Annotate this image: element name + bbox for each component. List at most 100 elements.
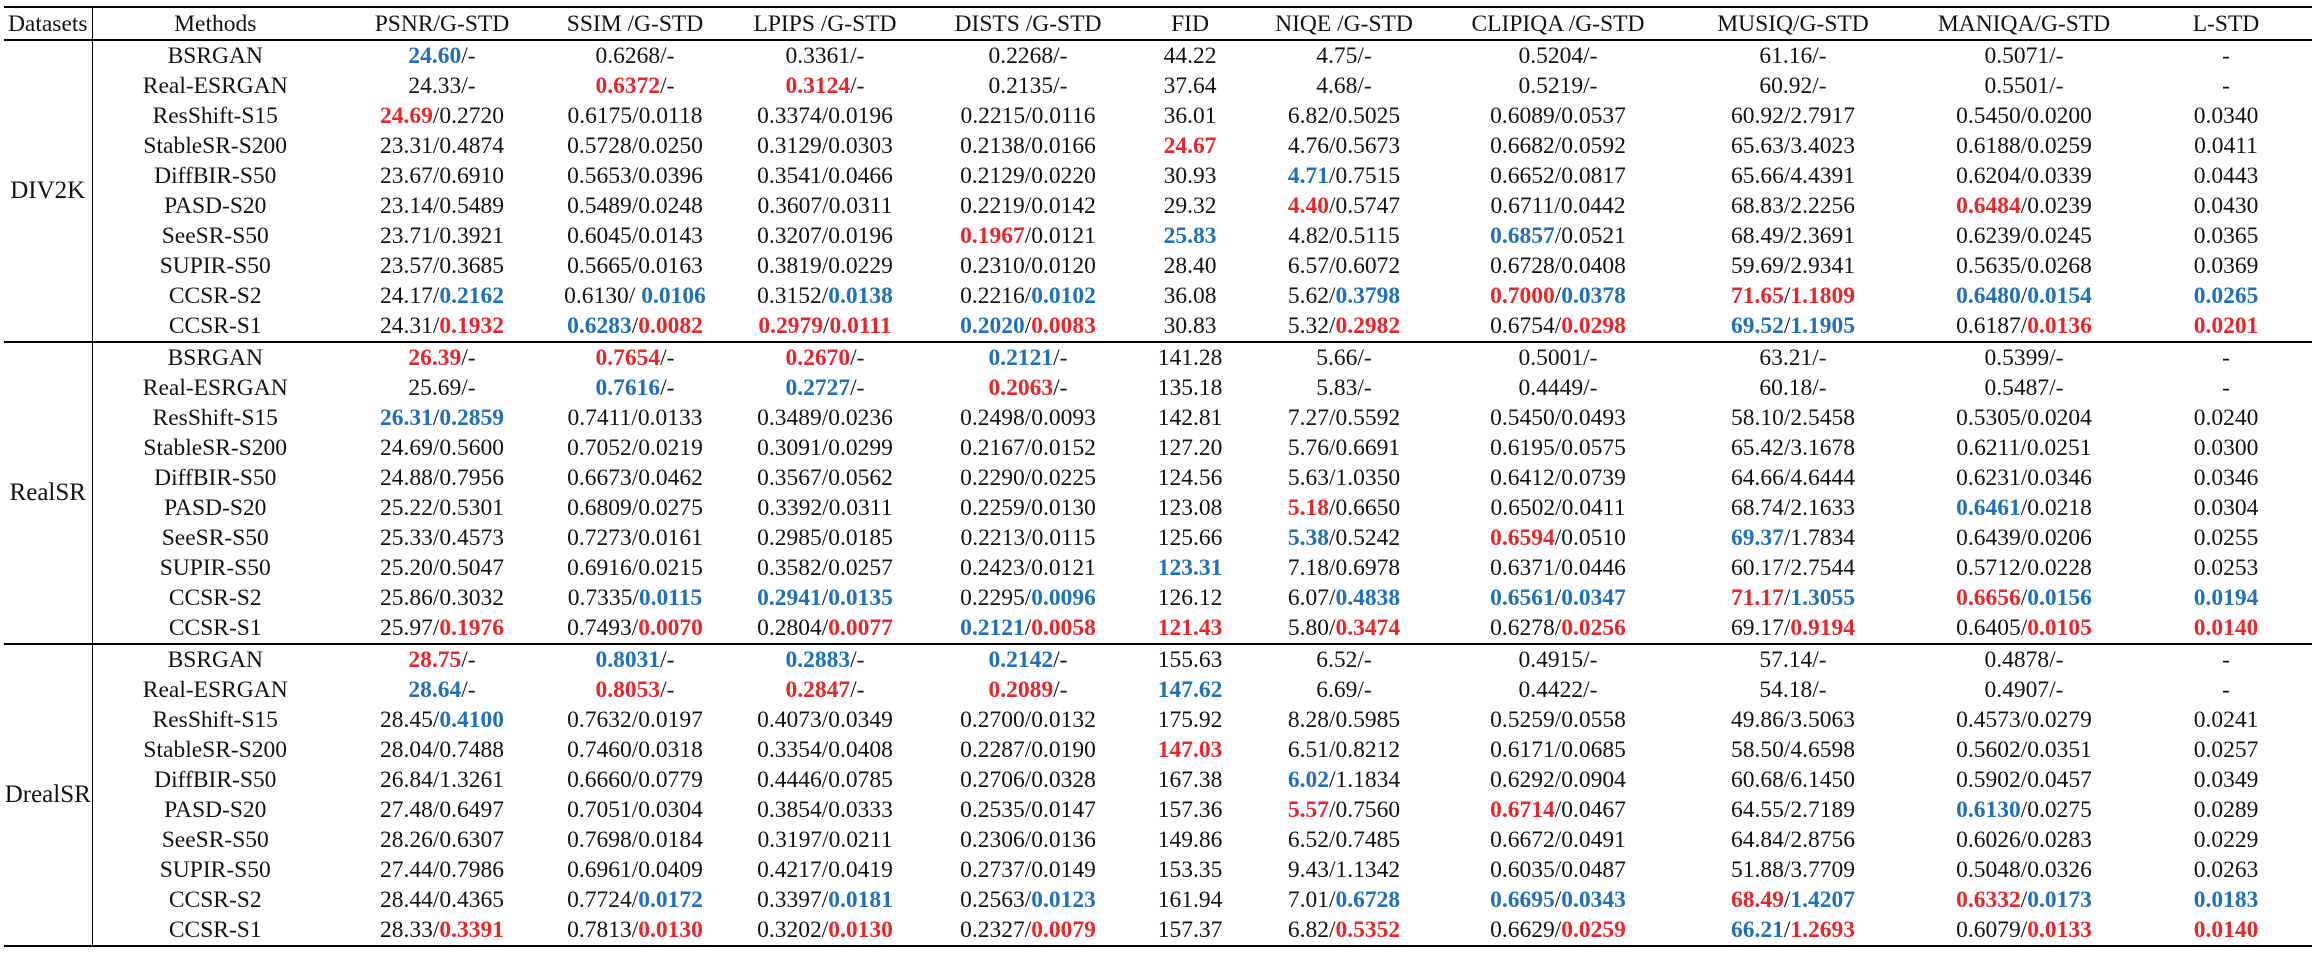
method-cell: SUPIR-S50	[159, 857, 271, 883]
value-text: 155.63	[1157, 647, 1223, 673]
musiq-cell: 68.49/1.4207	[1678, 885, 1908, 915]
best-value: 0.0070	[638, 615, 703, 641]
second-best-value: 0.0096	[1031, 585, 1096, 611]
niqe-cell: 7.18/0.6978	[1250, 553, 1438, 583]
value-text: /0.7515	[1328, 163, 1401, 189]
value-text: 65.42/3.1678	[1730, 435, 1856, 461]
table-header: Datasets Methods PSNR/G-STD SSIM /G-STD …	[4, 7, 2312, 40]
method-cell: SeeSR-S50	[161, 827, 269, 853]
dataset-label: RealSR	[4, 342, 93, 644]
niqe-cell: 4.40/0.5747	[1250, 191, 1438, 221]
fid-cell: 37.64	[1130, 71, 1250, 101]
table-row: CCSR-S2 28.44/0.4365 0.7724/0.0172 0.3397/0…	[4, 885, 2312, 915]
psnr-cell: 25.33/0.4573	[338, 523, 546, 553]
value-text: 0.6809/0.0275	[567, 495, 703, 521]
niqe-cell: 6.52/0.7485	[1250, 825, 1438, 855]
dists-cell: 0.2737/0.0149	[926, 855, 1130, 885]
best-value: 24.69	[379, 103, 433, 129]
value-text: 59.69/2.9341	[1730, 253, 1856, 279]
second-best-value: 0.0265	[2193, 283, 2259, 309]
value-text: /0.6650	[1328, 495, 1401, 521]
value-text: 0.0349	[2193, 767, 2259, 793]
second-best-value: 0.7616	[595, 375, 661, 401]
clipiqa-cell: 0.4915/-	[1438, 644, 1678, 675]
maniqa-cell: 0.6656/0.0156	[1908, 583, 2140, 613]
value-text: 5.83/-	[1316, 375, 1372, 401]
value-text: 6.82/0.5025	[1287, 103, 1401, 129]
psnr-cell: 24.69/0.2720	[338, 101, 546, 131]
dists-cell: 0.2535/0.0147	[926, 795, 1130, 825]
lpips-cell: 0.3541/0.0466	[724, 161, 926, 191]
value-text: 0.4878/-	[1984, 647, 2064, 673]
value-text: 0.6439/0.0206	[1956, 525, 2092, 551]
value-text: 6.51/0.8212	[1287, 737, 1401, 763]
value-text: 125.66	[1157, 525, 1223, 551]
value-text: 0.5487/-	[1984, 375, 2064, 401]
value-text: 0.5712/0.0228	[1956, 555, 2092, 581]
value-text: 0.7813/	[567, 917, 639, 943]
psnr-cell: 23.31/0.4874	[338, 131, 546, 161]
maniqa-cell: 0.6231/0.0346	[1908, 463, 2140, 493]
fid-cell: 30.83	[1130, 311, 1250, 342]
best-value: 0.6714	[1490, 797, 1555, 823]
table-row: SUPIR-S50 25.20/0.5047 0.6916/0.0215 0.3582…	[4, 553, 2312, 583]
lstd-cell: -	[2140, 40, 2312, 71]
best-value: 0.7654	[595, 345, 661, 371]
table-row: SeeSR-S50 23.71/0.3921 0.6045/0.0143 0.3207…	[4, 221, 2312, 251]
lpips-cell: 0.3207/0.0196	[724, 221, 926, 251]
value-text: 0.0411	[2194, 133, 2258, 159]
second-best-value: 0.0343	[1561, 887, 1626, 913]
dists-cell: 0.2135/-	[926, 71, 1130, 101]
value-text: /0.5242	[1328, 525, 1401, 551]
musiq-cell: 64.84/2.8756	[1678, 825, 1908, 855]
maniqa-cell: 0.6026/0.0283	[1908, 825, 2140, 855]
dists-cell: 0.2423/0.0121	[926, 553, 1130, 583]
value-text: 23.14/0.5489	[379, 193, 505, 219]
fid-cell: 157.36	[1130, 795, 1250, 825]
value-text: 0.5501/-	[1984, 73, 2064, 99]
lstd-cell: 0.0194	[2140, 583, 2312, 613]
value-text: 0.4907/-	[1984, 677, 2064, 703]
dists-cell: 0.2310/0.0120	[926, 251, 1130, 281]
niqe-cell: 9.43/1.1342	[1250, 855, 1438, 885]
value-text: 0.5489/0.0248	[567, 193, 703, 219]
value-text: /0.0275	[2020, 797, 2092, 823]
maniqa-cell: 0.5450/0.0200	[1908, 101, 2140, 131]
value-text: 142.81	[1157, 405, 1223, 431]
niqe-cell: 5.62/0.3798	[1250, 281, 1438, 311]
best-value: 0.0082	[638, 313, 703, 339]
value-text: 49.86/3.5063	[1730, 707, 1856, 733]
ssim-cell: 0.5489/0.0248	[546, 191, 724, 221]
second-best-value: 0.6283	[567, 313, 632, 339]
psnr-cell: 25.86/0.3032	[338, 583, 546, 613]
musiq-cell: 65.66/4.4391	[1678, 161, 1908, 191]
dists-cell: 0.2121/-	[926, 342, 1130, 373]
value-text: 0.6195/0.0575	[1490, 435, 1626, 461]
value-text: 0.3582/0.0257	[757, 555, 893, 581]
second-best-value: 25.83	[1163, 223, 1217, 249]
dists-cell: 0.2215/0.0116	[926, 101, 1130, 131]
best-value: 0.3124	[785, 73, 851, 99]
value-text: 0.0430	[2193, 193, 2259, 219]
second-best-value: 69.52	[1730, 313, 1784, 339]
ssim-cell: 0.6673/0.0462	[546, 463, 724, 493]
value-text: 0.6682/0.0592	[1490, 133, 1626, 159]
musiq-cell: 68.49/2.3691	[1678, 221, 1908, 251]
table-row: StableSR-S200 23.31/0.4874 0.5728/0.0250 0.…	[4, 131, 2312, 161]
lpips-cell: 0.2670/-	[724, 342, 926, 373]
value-text: 0.4449/-	[1518, 375, 1598, 401]
best-value: 0.0133	[2027, 917, 2092, 943]
best-value: 0.0130	[638, 917, 703, 943]
value-text: 23.31/0.4874	[379, 133, 505, 159]
musiq-cell: 49.86/3.5063	[1678, 705, 1908, 735]
fid-cell: 142.81	[1130, 403, 1250, 433]
second-best-value: 0.0106	[641, 283, 706, 309]
best-value: 0.0259	[1561, 917, 1626, 943]
lpips-cell: 0.3152/0.0138	[724, 281, 926, 311]
value-text: 0.4573/0.0279	[1956, 707, 2092, 733]
musiq-cell: 60.92/2.7917	[1678, 101, 1908, 131]
niqe-cell: 6.57/0.6072	[1250, 251, 1438, 281]
value-text: 61.16/-	[1759, 43, 1827, 69]
best-value: 0.2089	[988, 677, 1054, 703]
lstd-cell: 0.0263	[2140, 855, 2312, 885]
